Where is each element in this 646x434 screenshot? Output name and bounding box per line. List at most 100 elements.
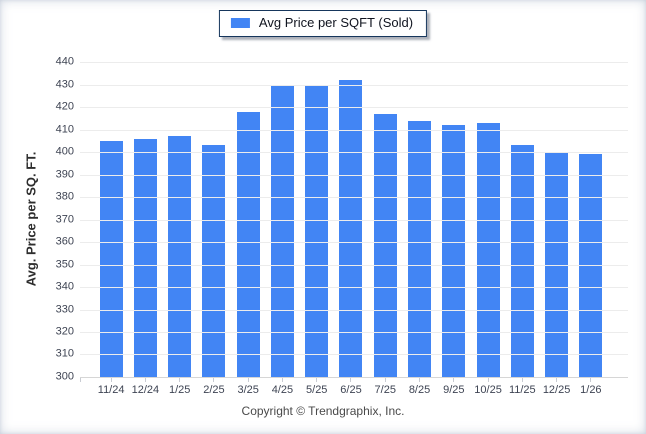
x-slot: 11/24 <box>94 378 128 396</box>
bar-slot <box>505 62 539 377</box>
legend-label: Avg Price per SQFT (Sold) <box>258 15 414 30</box>
y-tick-label: 320 <box>55 325 74 338</box>
gridline <box>80 219 628 221</box>
bar-slot <box>334 62 368 377</box>
x-slot: 8/25 <box>402 378 436 396</box>
y-tick-label: 390 <box>55 168 74 180</box>
y-tick-label: 340 <box>55 280 74 293</box>
gridline <box>80 62 628 63</box>
y-axis-ticks: 440 430 420 410 400 390 380 370 360 350 340 330 320 3… <box>40 56 74 382</box>
y-tick-label: 360 <box>55 235 74 248</box>
gridline <box>80 197 628 198</box>
x-axis-tick <box>247 378 249 382</box>
x-slot: 1/25 <box>163 378 197 396</box>
bar-slot <box>574 62 608 377</box>
x-axis-line <box>80 377 628 378</box>
bar-10/25 <box>476 122 500 377</box>
y-tick-label: 300 <box>55 370 74 383</box>
bar-slot <box>94 62 128 377</box>
x-slot: 12/25 <box>539 378 573 396</box>
x-axis-tick <box>213 378 215 382</box>
x-axis-tick <box>316 378 318 382</box>
x-slot: 11/25 <box>505 378 539 396</box>
bars <box>94 62 608 377</box>
x-slot: 3/25 <box>231 378 265 396</box>
bar-2/25 <box>202 145 226 377</box>
x-axis-tick <box>453 378 455 382</box>
bar-7/25 <box>373 113 397 377</box>
x-axis-tick <box>110 378 112 382</box>
bar-9/25 <box>442 125 466 377</box>
y-tick-label: 410 <box>55 123 74 135</box>
bar-slot <box>402 62 436 377</box>
gridline <box>80 242 628 243</box>
bar-slot <box>471 62 505 377</box>
bar-1/26 <box>579 154 603 377</box>
gridline <box>80 107 628 108</box>
x-slot: 12/24 <box>128 378 162 396</box>
x-axis-tick <box>419 378 421 382</box>
gridline <box>80 332 628 333</box>
gridline <box>80 309 628 311</box>
y-tick-label: 430 <box>55 78 74 90</box>
y-tick-label: 420 <box>55 100 74 113</box>
y-tick-label: 440 <box>55 55 74 68</box>
gridline <box>80 354 628 356</box>
bar-slot <box>128 62 162 377</box>
x-tick-label: 9/25 <box>443 384 465 396</box>
gridline <box>80 129 628 131</box>
x-tick-label: 10/25 <box>474 384 502 396</box>
plot-area <box>80 62 628 378</box>
bar-slot <box>300 62 334 377</box>
axis-corner-tick <box>80 378 81 382</box>
x-slot: 5/25 <box>300 378 334 396</box>
bar-slot <box>437 62 471 377</box>
x-tick-label: 1/25 <box>168 384 191 396</box>
bar-12/24 <box>133 138 157 377</box>
y-tick-label: 330 <box>55 303 74 315</box>
bar-11/24 <box>99 140 123 377</box>
x-tick-label: 12/24 <box>131 384 160 396</box>
y-tick-label: 380 <box>55 190 74 203</box>
x-axis-tick <box>487 378 489 382</box>
x-tick-label: 8/25 <box>408 384 431 396</box>
y-tick-label: 400 <box>55 145 74 158</box>
y-tick-label: 370 <box>55 213 74 225</box>
x-axis-tick <box>179 378 181 382</box>
x-axis-tick <box>556 378 558 382</box>
gridline <box>80 84 628 86</box>
x-tick-label: 7/25 <box>374 384 396 396</box>
bar-6/25 <box>339 80 363 377</box>
bar-3/25 <box>236 111 260 377</box>
bar-4/25 <box>270 84 294 377</box>
x-slot: 10/25 <box>471 378 505 396</box>
y-tick-label: 310 <box>55 347 74 360</box>
legend-swatch-icon <box>230 18 250 28</box>
x-axis-tick <box>521 378 523 382</box>
x-slot: 4/25 <box>265 378 299 396</box>
x-tick-label: 2/25 <box>203 384 225 396</box>
gridline <box>80 152 628 153</box>
x-slot: 9/25 <box>437 378 471 396</box>
x-slot: 1/26 <box>574 378 608 396</box>
y-axis-title: Avg. Price per SQ. FT. <box>23 151 39 287</box>
x-tick-label: 11/25 <box>508 384 536 396</box>
copyright-text: Copyright © Trendgraphix, Inc. <box>241 404 405 418</box>
x-axis-labels: 11/24 12/24 1/25 2/25 3/25 4/25 5/25 6/25 7/25 8/… <box>94 378 608 396</box>
gridline <box>80 264 628 266</box>
x-tick-label: 4/25 <box>271 384 294 396</box>
x-axis-tick <box>144 378 146 382</box>
x-slot: 6/25 <box>334 378 368 396</box>
y-tick-label: 350 <box>55 258 74 270</box>
bar-slot <box>368 62 402 377</box>
bar-slot <box>231 62 265 377</box>
bar-11/25 <box>510 145 534 377</box>
x-axis-tick <box>350 378 352 382</box>
gridline <box>80 174 628 176</box>
x-axis-tick <box>384 378 386 382</box>
x-tick-label: 12/25 <box>542 384 571 396</box>
gridline <box>80 287 628 288</box>
x-axis-tick <box>590 378 592 382</box>
bar-8/25 <box>408 120 432 377</box>
